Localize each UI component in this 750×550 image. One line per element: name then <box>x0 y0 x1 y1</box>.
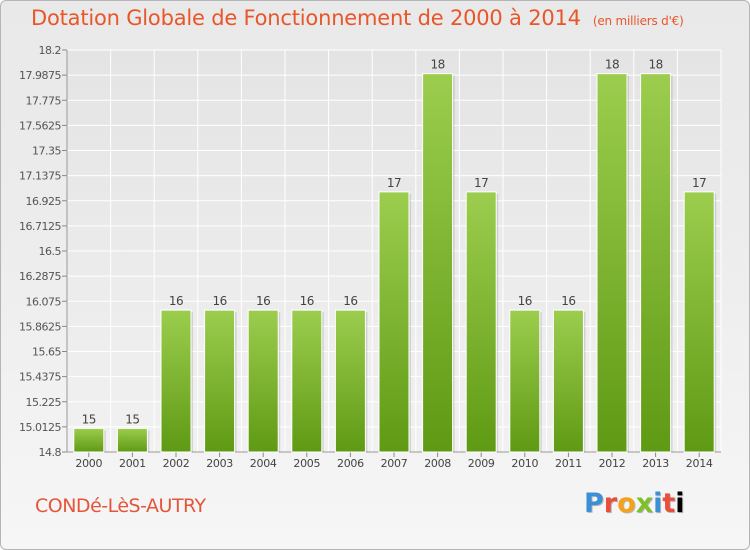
y-tick-label: 18.2 <box>39 44 62 57</box>
logo-letter: i <box>675 488 685 519</box>
bar-2008 <box>422 73 454 453</box>
y-tick-label: 16.925 <box>26 195 62 208</box>
y-tick-label: 17.1375 <box>19 170 61 183</box>
x-tick-label: 2003 <box>206 457 233 470</box>
bar-value-label: 16 <box>518 294 532 308</box>
bar-2005 <box>291 309 323 453</box>
proxiti-logo: Proxiti <box>584 488 685 519</box>
bar-value-label: 18 <box>648 58 662 72</box>
bar-2010 <box>509 309 541 453</box>
y-tick-label: 17.775 <box>26 94 62 107</box>
bar-value-label: 16 <box>212 294 226 308</box>
logo-letter: t <box>662 488 676 519</box>
y-tick-label: 16.5 <box>39 245 62 258</box>
bar-2002 <box>160 309 192 453</box>
x-tick-label: 2014 <box>686 457 713 470</box>
y-tick-label: 15.8625 <box>19 320 61 333</box>
logo-letter: o <box>617 488 636 519</box>
bar-value-label: 17 <box>692 176 706 190</box>
bar-value-label: 16 <box>343 294 357 308</box>
y-tick-label: 15.225 <box>26 396 62 409</box>
bar-2009 <box>465 191 497 453</box>
bar-2014 <box>683 191 715 453</box>
bar-value-label: 18 <box>430 58 444 72</box>
bar-2003 <box>204 309 236 453</box>
y-tick-label: 15.0125 <box>19 421 61 434</box>
x-tick-label: 2004 <box>250 457 277 470</box>
bar-chart: 14.8 15.0125 15.225 15.4375 15.65 15.8625 16.0… <box>19 44 722 470</box>
x-tick-label: 2001 <box>119 457 146 470</box>
bar-2004 <box>247 309 279 453</box>
bars <box>73 73 717 453</box>
y-tick-label: 16.7125 <box>19 220 61 233</box>
bar-value-label: 17 <box>474 176 488 190</box>
bar-value-label: 17 <box>387 176 401 190</box>
x-tick-label: 2008 <box>424 457 451 470</box>
y-tick-label: 16.2875 <box>19 270 61 283</box>
bar-2012 <box>596 73 628 453</box>
x-tick-label: 2012 <box>599 457 626 470</box>
logo-letter: r <box>603 488 618 519</box>
y-tick-label: 15.65 <box>32 346 61 359</box>
bar-value-label: 16 <box>300 294 314 308</box>
x-tick-label: 2009 <box>468 457 495 470</box>
chart-unit: (en milliers d'€) <box>592 14 684 28</box>
bar-2007 <box>378 191 410 453</box>
bar-2006 <box>334 309 366 453</box>
logo-letter: x <box>635 488 654 519</box>
commune-name: CONDé-LèS-AUTRY <box>35 495 206 517</box>
bar-value-label: 15 <box>82 412 96 426</box>
x-tick-label: 2005 <box>293 457 320 470</box>
logo-letter: i <box>653 488 663 519</box>
logo-letter: P <box>584 488 604 519</box>
bar-2013 <box>640 73 672 453</box>
bar-value-label: 16 <box>256 294 270 308</box>
bar-value-label: 18 <box>605 58 619 72</box>
bar-value-label: 15 <box>125 412 139 426</box>
y-tick-label: 17.9875 <box>19 69 61 82</box>
x-tick-label: 2007 <box>381 457 408 470</box>
chart-title: Dotation Globale de Fonctionnement de 20… <box>31 6 684 30</box>
bar-2011 <box>552 309 584 453</box>
y-tick-label: 14.8 <box>39 446 62 459</box>
y-tick-label: 17.35 <box>32 145 61 158</box>
bar-value-label: 16 <box>561 294 575 308</box>
x-tick-label: 2011 <box>555 457 582 470</box>
x-tick-label: 2013 <box>642 457 669 470</box>
bar-value-label: 16 <box>169 294 183 308</box>
x-tick-label: 2006 <box>337 457 364 470</box>
x-tick-label: 2002 <box>163 457 190 470</box>
x-tick-label: 2010 <box>511 457 538 470</box>
y-tick-label: 16.075 <box>26 295 62 308</box>
bar-2000 <box>73 427 105 453</box>
labels: 14.8 15.0125 15.225 15.4375 15.65 15.8625 16.0… <box>19 44 713 470</box>
bar-2001 <box>116 427 148 453</box>
chart-title-text: Dotation Globale de Fonctionnement de 20… <box>31 6 581 30</box>
y-tick-label: 17.5625 <box>19 119 61 132</box>
y-tick-label: 15.4375 <box>19 371 61 384</box>
x-tick-label: 2000 <box>75 457 102 470</box>
